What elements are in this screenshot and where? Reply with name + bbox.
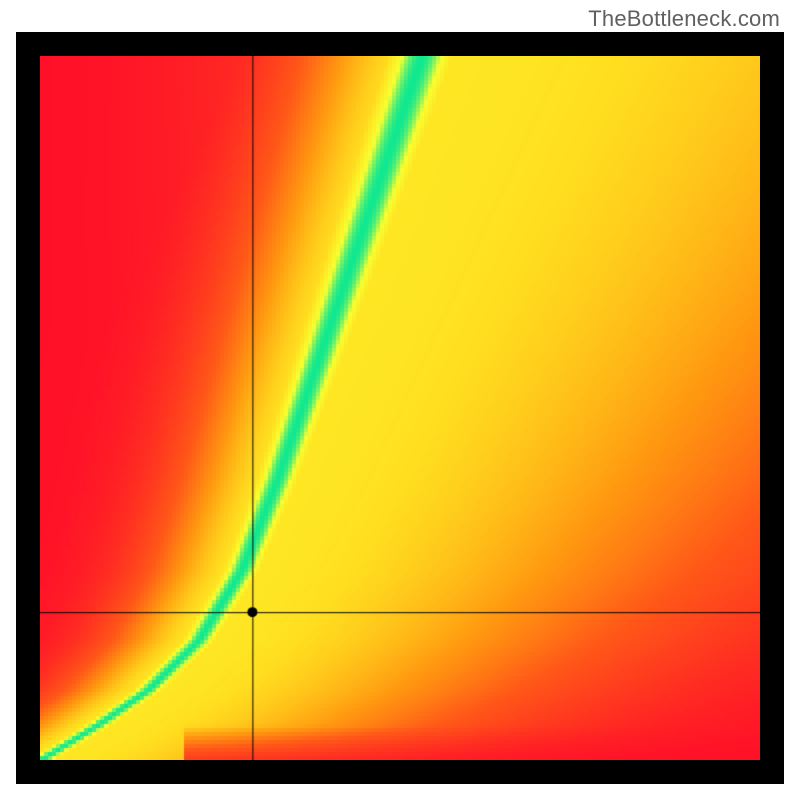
watermark-text: TheBottleneck.com (588, 6, 780, 32)
plot-area (16, 32, 784, 784)
crosshair-overlay (40, 56, 760, 760)
